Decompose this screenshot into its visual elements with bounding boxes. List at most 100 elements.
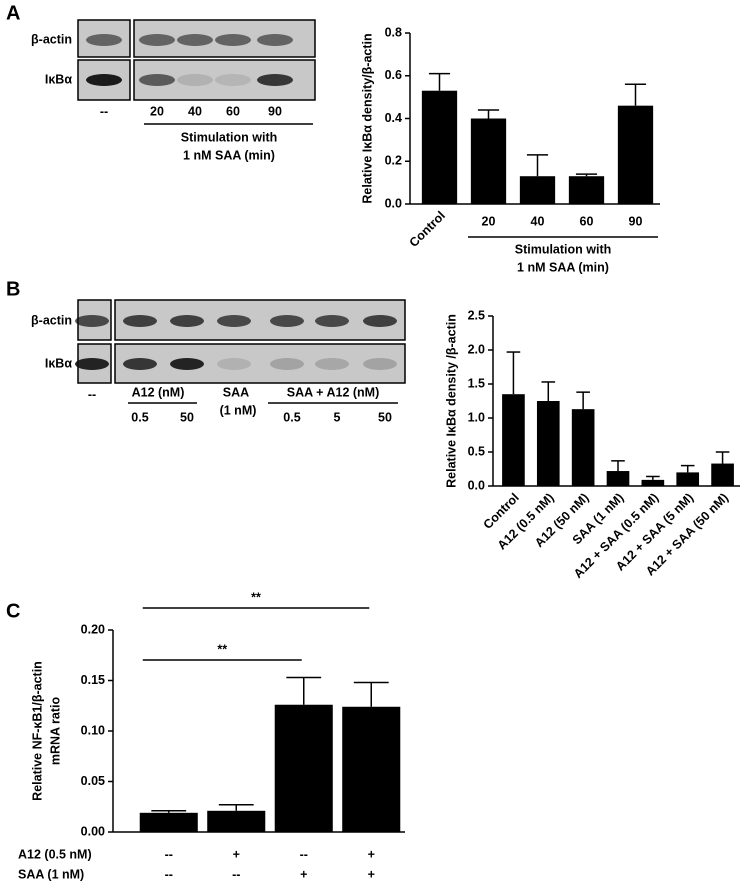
- group-label: SAA: [223, 385, 249, 399]
- lane-label: 20: [150, 104, 164, 118]
- bar: [711, 463, 734, 486]
- y-axis-label: mRNA ratio: [48, 696, 62, 765]
- blot-band: [363, 358, 397, 370]
- blot-row-label: IκBα: [45, 72, 72, 86]
- bar: [641, 479, 665, 486]
- blot-band: [139, 34, 175, 46]
- blot-band: [177, 34, 213, 46]
- group-label: Stimulation with: [515, 242, 612, 256]
- y-tick-label: 0.8: [385, 25, 402, 39]
- lane-label: 0.5: [131, 410, 148, 424]
- y-tick-label: 0.0: [385, 196, 402, 210]
- bar: [519, 176, 556, 204]
- lane-label: 60: [226, 104, 240, 118]
- blot-band: [315, 358, 349, 370]
- bar: [502, 394, 525, 486]
- bar: [139, 812, 198, 832]
- blot-band: [123, 358, 157, 370]
- lane-label: --: [100, 104, 108, 118]
- lane-label: 90: [268, 104, 282, 118]
- lane-label: 50: [378, 410, 392, 424]
- y-axis-label: Relative IκBα density /β-actin: [444, 314, 458, 488]
- x-tick-label: 60: [580, 214, 594, 228]
- y-axis-label: Relative IκBα density/β-actin: [360, 33, 374, 203]
- bar: [617, 105, 654, 204]
- condition-label: A12 (0.5 nM): [18, 847, 92, 861]
- blot-frame: [114, 299, 406, 341]
- x-tick-label: 90: [629, 214, 643, 228]
- y-tick-label: 0.0: [468, 478, 485, 492]
- blot-band: [170, 358, 204, 370]
- group-label: 1 nM SAA (min): [183, 148, 275, 162]
- blot-band: [75, 315, 109, 327]
- bar: [571, 409, 595, 486]
- condition-mark: --: [232, 867, 240, 881]
- blot-band: [86, 34, 122, 46]
- blot-row-label: β-actin: [31, 313, 72, 327]
- bar: [421, 90, 458, 204]
- group-label: 1 nM SAA (min): [517, 260, 609, 274]
- y-tick-label: 2.0: [468, 342, 485, 356]
- blot-band: [257, 74, 293, 86]
- lane-label: 50: [180, 410, 194, 424]
- group-label: SAA + A12 (nM): [287, 385, 380, 399]
- y-tick-label: 1.5: [468, 376, 485, 390]
- blot-band: [86, 74, 122, 86]
- y-tick-label: 0.4: [385, 111, 402, 125]
- blot-band: [363, 315, 397, 327]
- condition-mark: --: [165, 867, 173, 881]
- y-tick-label: 0.5: [468, 444, 485, 458]
- y-tick-label: 2.5: [468, 308, 485, 322]
- panel-letter: C: [6, 600, 20, 622]
- y-tick-label: 0.20: [81, 622, 105, 636]
- y-tick-label: 0.2: [385, 154, 402, 168]
- blot-band: [217, 358, 251, 370]
- y-tick-label: 0.6: [385, 68, 402, 82]
- condition-mark: +: [300, 867, 307, 881]
- condition-mark: --: [165, 847, 173, 861]
- y-tick-label: 0.15: [81, 673, 105, 687]
- group-label: (1 nM): [220, 403, 257, 417]
- blot-band: [215, 74, 251, 86]
- bar: [207, 810, 266, 832]
- lane-label: --: [88, 387, 96, 401]
- lane-label: 5: [334, 410, 341, 424]
- y-tick-label: 0.00: [81, 824, 105, 838]
- significance-label: **: [217, 642, 227, 656]
- panel-letter: A: [6, 2, 20, 24]
- x-tick-label: Control: [407, 209, 448, 250]
- blot-band: [270, 315, 304, 327]
- y-tick-label: 1.0: [468, 410, 485, 424]
- condition-mark: +: [368, 847, 375, 861]
- blot-band: [315, 315, 349, 327]
- bar: [568, 176, 605, 204]
- blot-band: [257, 34, 293, 46]
- condition-mark: +: [368, 867, 375, 881]
- blot-row-label: β-actin: [31, 32, 72, 46]
- blot-band: [270, 358, 304, 370]
- y-tick-label: 0.10: [81, 723, 105, 737]
- blot-row-label: IκBα: [45, 356, 72, 370]
- blot-band: [123, 315, 157, 327]
- condition-label: SAA (1 nM): [18, 867, 84, 881]
- lane-label: 40: [188, 104, 202, 118]
- condition-mark: +: [233, 847, 240, 861]
- blot-band: [215, 34, 251, 46]
- blot-band: [139, 74, 175, 86]
- bar: [470, 118, 507, 204]
- x-tick-label: 20: [482, 214, 496, 228]
- lane-label: 0.5: [283, 410, 300, 424]
- bar: [676, 472, 700, 486]
- significance-label: **: [251, 590, 261, 604]
- panel-letter: B: [6, 278, 20, 300]
- bar: [606, 471, 630, 486]
- condition-mark: --: [300, 847, 308, 861]
- bar: [536, 401, 560, 486]
- x-tick-label: 40: [531, 214, 545, 228]
- group-label: Stimulation with: [181, 130, 278, 144]
- group-label: A12 (nM): [132, 385, 185, 399]
- blot-band: [177, 74, 213, 86]
- bar: [342, 706, 401, 832]
- blot-band: [75, 358, 109, 370]
